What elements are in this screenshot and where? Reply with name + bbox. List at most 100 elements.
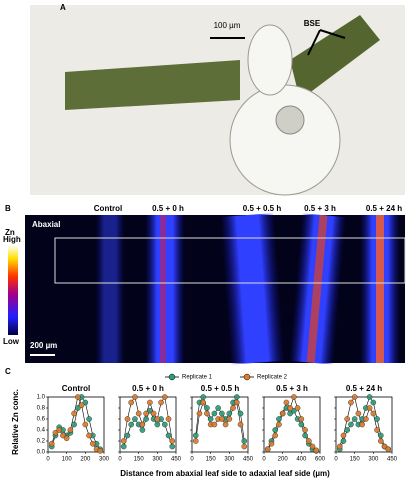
point [150,410,157,417]
point [90,440,96,447]
point [363,416,369,422]
legend-marker [168,373,176,381]
point [124,416,131,422]
point [237,410,244,417]
point [82,421,89,428]
point [132,394,138,400]
y-tick-label: 0.4 [37,428,46,434]
point [196,410,203,417]
point [161,421,168,428]
y-tick-label: 1.0 [37,395,46,401]
point [63,435,70,442]
point [309,443,316,450]
point [283,399,290,406]
x-tick-label: 200 [80,457,91,463]
point [340,438,347,444]
column-label: 0.5 + 0 h [152,204,184,213]
tissue-strip [219,213,286,365]
point [298,416,305,422]
x-tick-label: 400 [296,457,307,463]
point [169,438,176,444]
y-tick-label: 0.2 [37,439,46,445]
point [268,440,275,447]
x-tick-label: 200 [278,457,289,463]
legend-label: Replicate 2 [257,375,288,381]
point [161,394,168,400]
colorbar-low: Low [3,337,20,346]
point [359,421,365,428]
legend-label: Replicate 1 [182,375,213,381]
x-tick-label: 150 [206,457,217,463]
point [165,416,172,422]
arrow [319,29,346,39]
colorbar-high: High [3,235,21,244]
point [169,443,176,450]
x-tick-label: 0 [334,457,338,463]
point [377,438,384,444]
point [294,405,301,411]
colorbar [8,245,18,335]
x-tick-label: 450 [243,457,254,463]
x-tick-label: 600 [315,457,326,463]
plot-frame [119,396,177,453]
x-tick-label: 150 [134,457,145,463]
point [370,410,377,417]
x-tick-label: 100 [62,457,73,463]
panel-label: A [60,3,66,12]
scale-label: 200 µm [30,341,57,350]
panel-label: B [5,204,11,213]
point [366,405,373,411]
tissue-strip [95,215,125,363]
colorbar-title: Zn [5,228,15,237]
point [75,394,81,400]
point [287,410,293,417]
point [60,432,66,439]
point [302,432,308,439]
point [78,402,85,409]
y-axis-label: Relative Zn conc. [11,389,20,455]
point [374,427,380,433]
y-tick-label: 0.0 [37,450,46,456]
point [215,405,221,411]
point [241,443,248,450]
point [154,416,161,422]
chart-title: 0.5 + 24 h [346,384,382,393]
point [348,421,354,428]
series-line [123,410,173,447]
point [351,416,358,422]
chart-title: 0.5 + 0.5 h [201,384,240,393]
scale-label: 100 µm [214,21,241,30]
point [71,421,77,428]
point [230,405,236,411]
y-tick-label: 0.6 [37,417,46,423]
point [67,427,74,433]
point [132,416,138,422]
point [355,410,362,417]
point [207,416,214,422]
tissue-strip [160,215,166,363]
point [291,407,297,414]
point [211,410,218,417]
point [139,427,146,433]
point [348,399,354,406]
point [264,446,271,453]
x-tick-label: 0 [46,457,50,463]
annotation: BSE [304,19,321,28]
roi-box [54,237,406,284]
point [204,410,210,417]
tissue-strip [376,215,384,363]
arrow [307,29,321,56]
point [128,421,134,428]
point [200,394,206,400]
point [56,427,63,433]
x-axis-label: Distance from abaxial leaf side to adaxi… [120,469,330,478]
point [52,429,59,436]
point [219,410,225,417]
vascular-bundle [275,105,305,135]
point [237,421,244,428]
column-label: 0.5 + 3 h [304,204,336,213]
point [272,427,279,433]
micrograph-b [25,215,405,363]
point [233,394,240,400]
